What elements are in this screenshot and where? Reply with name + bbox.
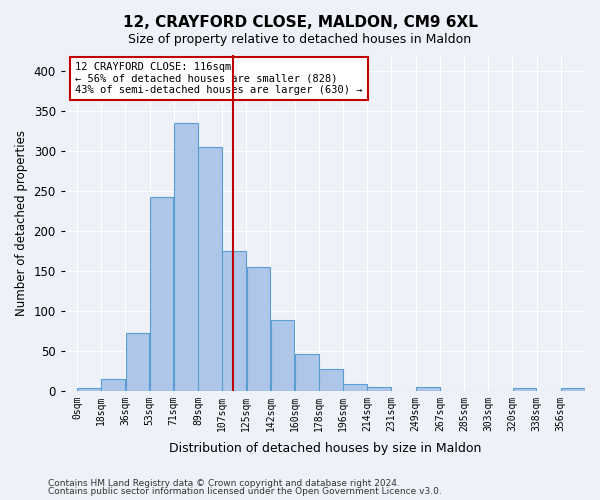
Text: Contains HM Land Registry data © Crown copyright and database right 2024.: Contains HM Land Registry data © Crown c… bbox=[48, 478, 400, 488]
Bar bbox=[271, 320, 295, 391]
Text: Size of property relative to detached houses in Maldon: Size of property relative to detached ho… bbox=[128, 32, 472, 46]
Bar bbox=[512, 388, 536, 391]
Bar bbox=[174, 123, 197, 391]
Bar bbox=[319, 369, 343, 391]
Bar bbox=[198, 147, 222, 391]
Bar bbox=[77, 388, 101, 391]
Text: 12 CRAYFORD CLOSE: 116sqm
← 56% of detached houses are smaller (828)
43% of semi: 12 CRAYFORD CLOSE: 116sqm ← 56% of detac… bbox=[75, 62, 363, 95]
Text: Contains public sector information licensed under the Open Government Licence v3: Contains public sector information licen… bbox=[48, 487, 442, 496]
X-axis label: Distribution of detached houses by size in Maldon: Distribution of detached houses by size … bbox=[169, 442, 481, 455]
Bar bbox=[295, 354, 319, 391]
Bar bbox=[101, 379, 125, 391]
Bar bbox=[223, 251, 246, 391]
Bar bbox=[247, 267, 270, 391]
Bar bbox=[125, 333, 149, 391]
Y-axis label: Number of detached properties: Number of detached properties bbox=[15, 130, 28, 316]
Bar bbox=[561, 388, 585, 391]
Bar bbox=[343, 384, 367, 391]
Text: 12, CRAYFORD CLOSE, MALDON, CM9 6XL: 12, CRAYFORD CLOSE, MALDON, CM9 6XL bbox=[122, 15, 478, 30]
Bar bbox=[416, 387, 440, 391]
Bar bbox=[367, 387, 391, 391]
Bar bbox=[150, 198, 173, 391]
